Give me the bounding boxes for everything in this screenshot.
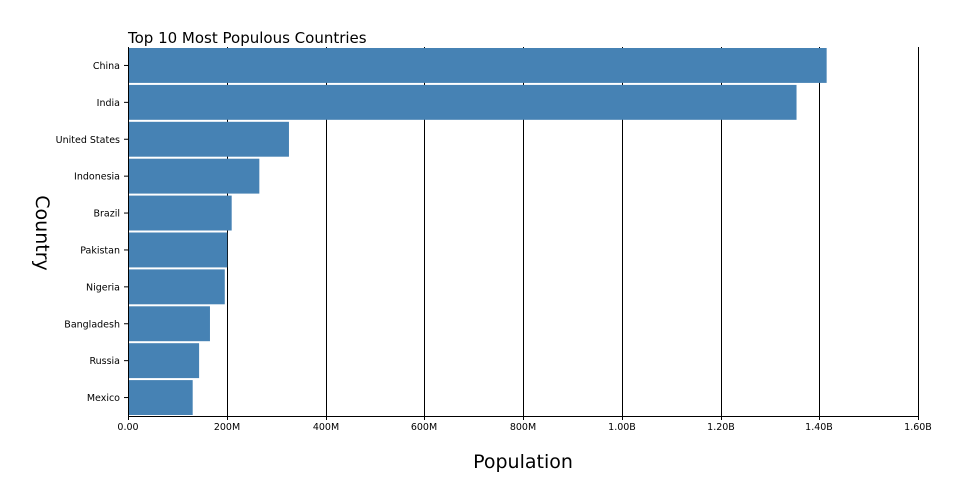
bar	[128, 121, 289, 157]
y-axis-title: Country	[31, 195, 53, 270]
category-label: India	[97, 98, 120, 109]
category-label: Mexico	[87, 393, 120, 404]
x-tick-label: 1.20B	[707, 422, 735, 433]
x-tick-label: 400M	[313, 422, 339, 433]
category-label: China	[93, 61, 120, 72]
bar	[128, 306, 210, 342]
category-label: Nigeria	[86, 282, 120, 293]
x-tick-label: 1.00B	[608, 422, 636, 433]
category-label: Brazil	[93, 209, 120, 220]
bar	[128, 195, 232, 231]
axes	[124, 47, 919, 420]
x-tick-label: 1.60B	[904, 422, 932, 433]
x-tick-label: 0.00	[117, 422, 138, 433]
bar	[128, 269, 225, 305]
bar	[128, 343, 200, 379]
category-label: United States	[56, 135, 120, 146]
x-tick-label: 200M	[214, 422, 240, 433]
bar	[128, 232, 228, 268]
bar	[128, 158, 260, 194]
bars	[128, 48, 827, 415]
bar	[128, 380, 193, 415]
bar	[128, 48, 827, 83]
chart-title: Top 10 Most Populous Countries	[127, 29, 367, 47]
x-tick-label: 800M	[510, 422, 536, 433]
category-label: Pakistan	[80, 245, 120, 256]
x-tick-label: 1.40B	[805, 422, 833, 433]
labels: 0.00 200M 400M 600M 800M 1.00B 1.20B 1.40B 1.60B…	[56, 61, 932, 433]
x-axis-title: Population	[473, 451, 573, 473]
category-label: Bangladesh	[64, 319, 120, 330]
category-label: Indonesia	[74, 172, 120, 183]
x-tick-label: 600M	[411, 422, 437, 433]
category-label: Russia	[89, 356, 120, 367]
bar	[128, 84, 797, 120]
